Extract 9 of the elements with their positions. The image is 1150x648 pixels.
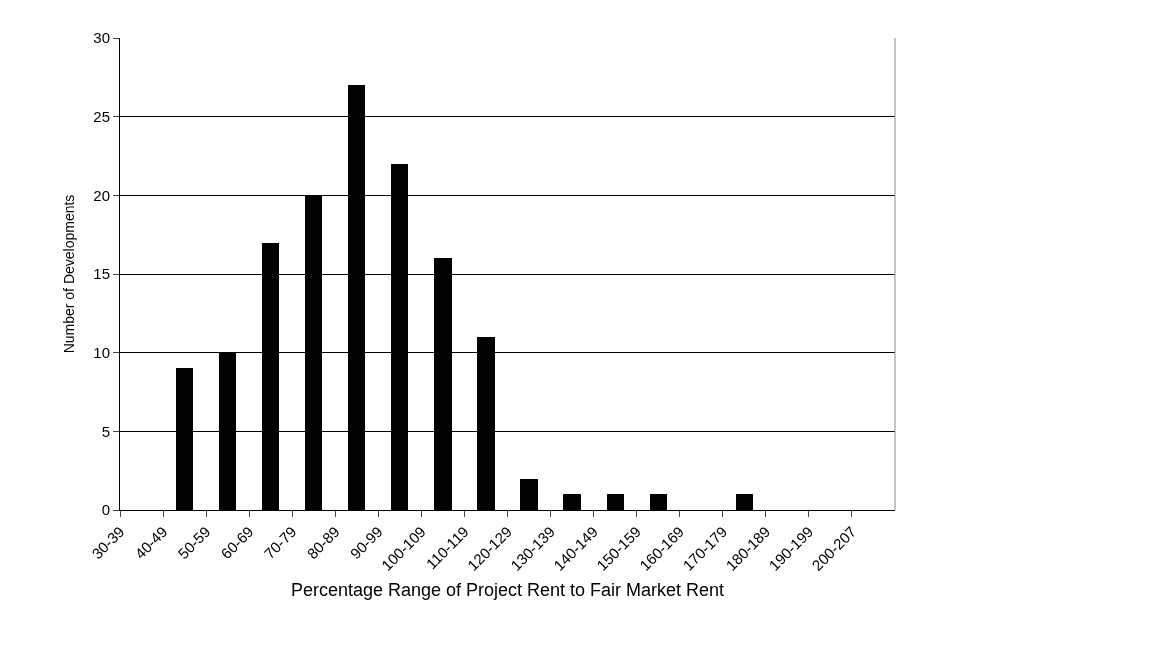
y-tick-label: 15 <box>93 265 110 283</box>
x-axis-title: Percentage Range of Project Rent to Fair Market Rent <box>290 579 725 600</box>
y-tick-label: 25 <box>93 107 110 125</box>
y-tick-label: 30 <box>93 29 110 47</box>
y-tick-label: 20 <box>93 186 110 204</box>
y-axis-title: Number of Developments <box>60 194 77 354</box>
y-tick-label: 0 <box>101 501 110 519</box>
y-tick-label: 5 <box>101 422 110 440</box>
y-tick-label: 10 <box>93 343 110 361</box>
